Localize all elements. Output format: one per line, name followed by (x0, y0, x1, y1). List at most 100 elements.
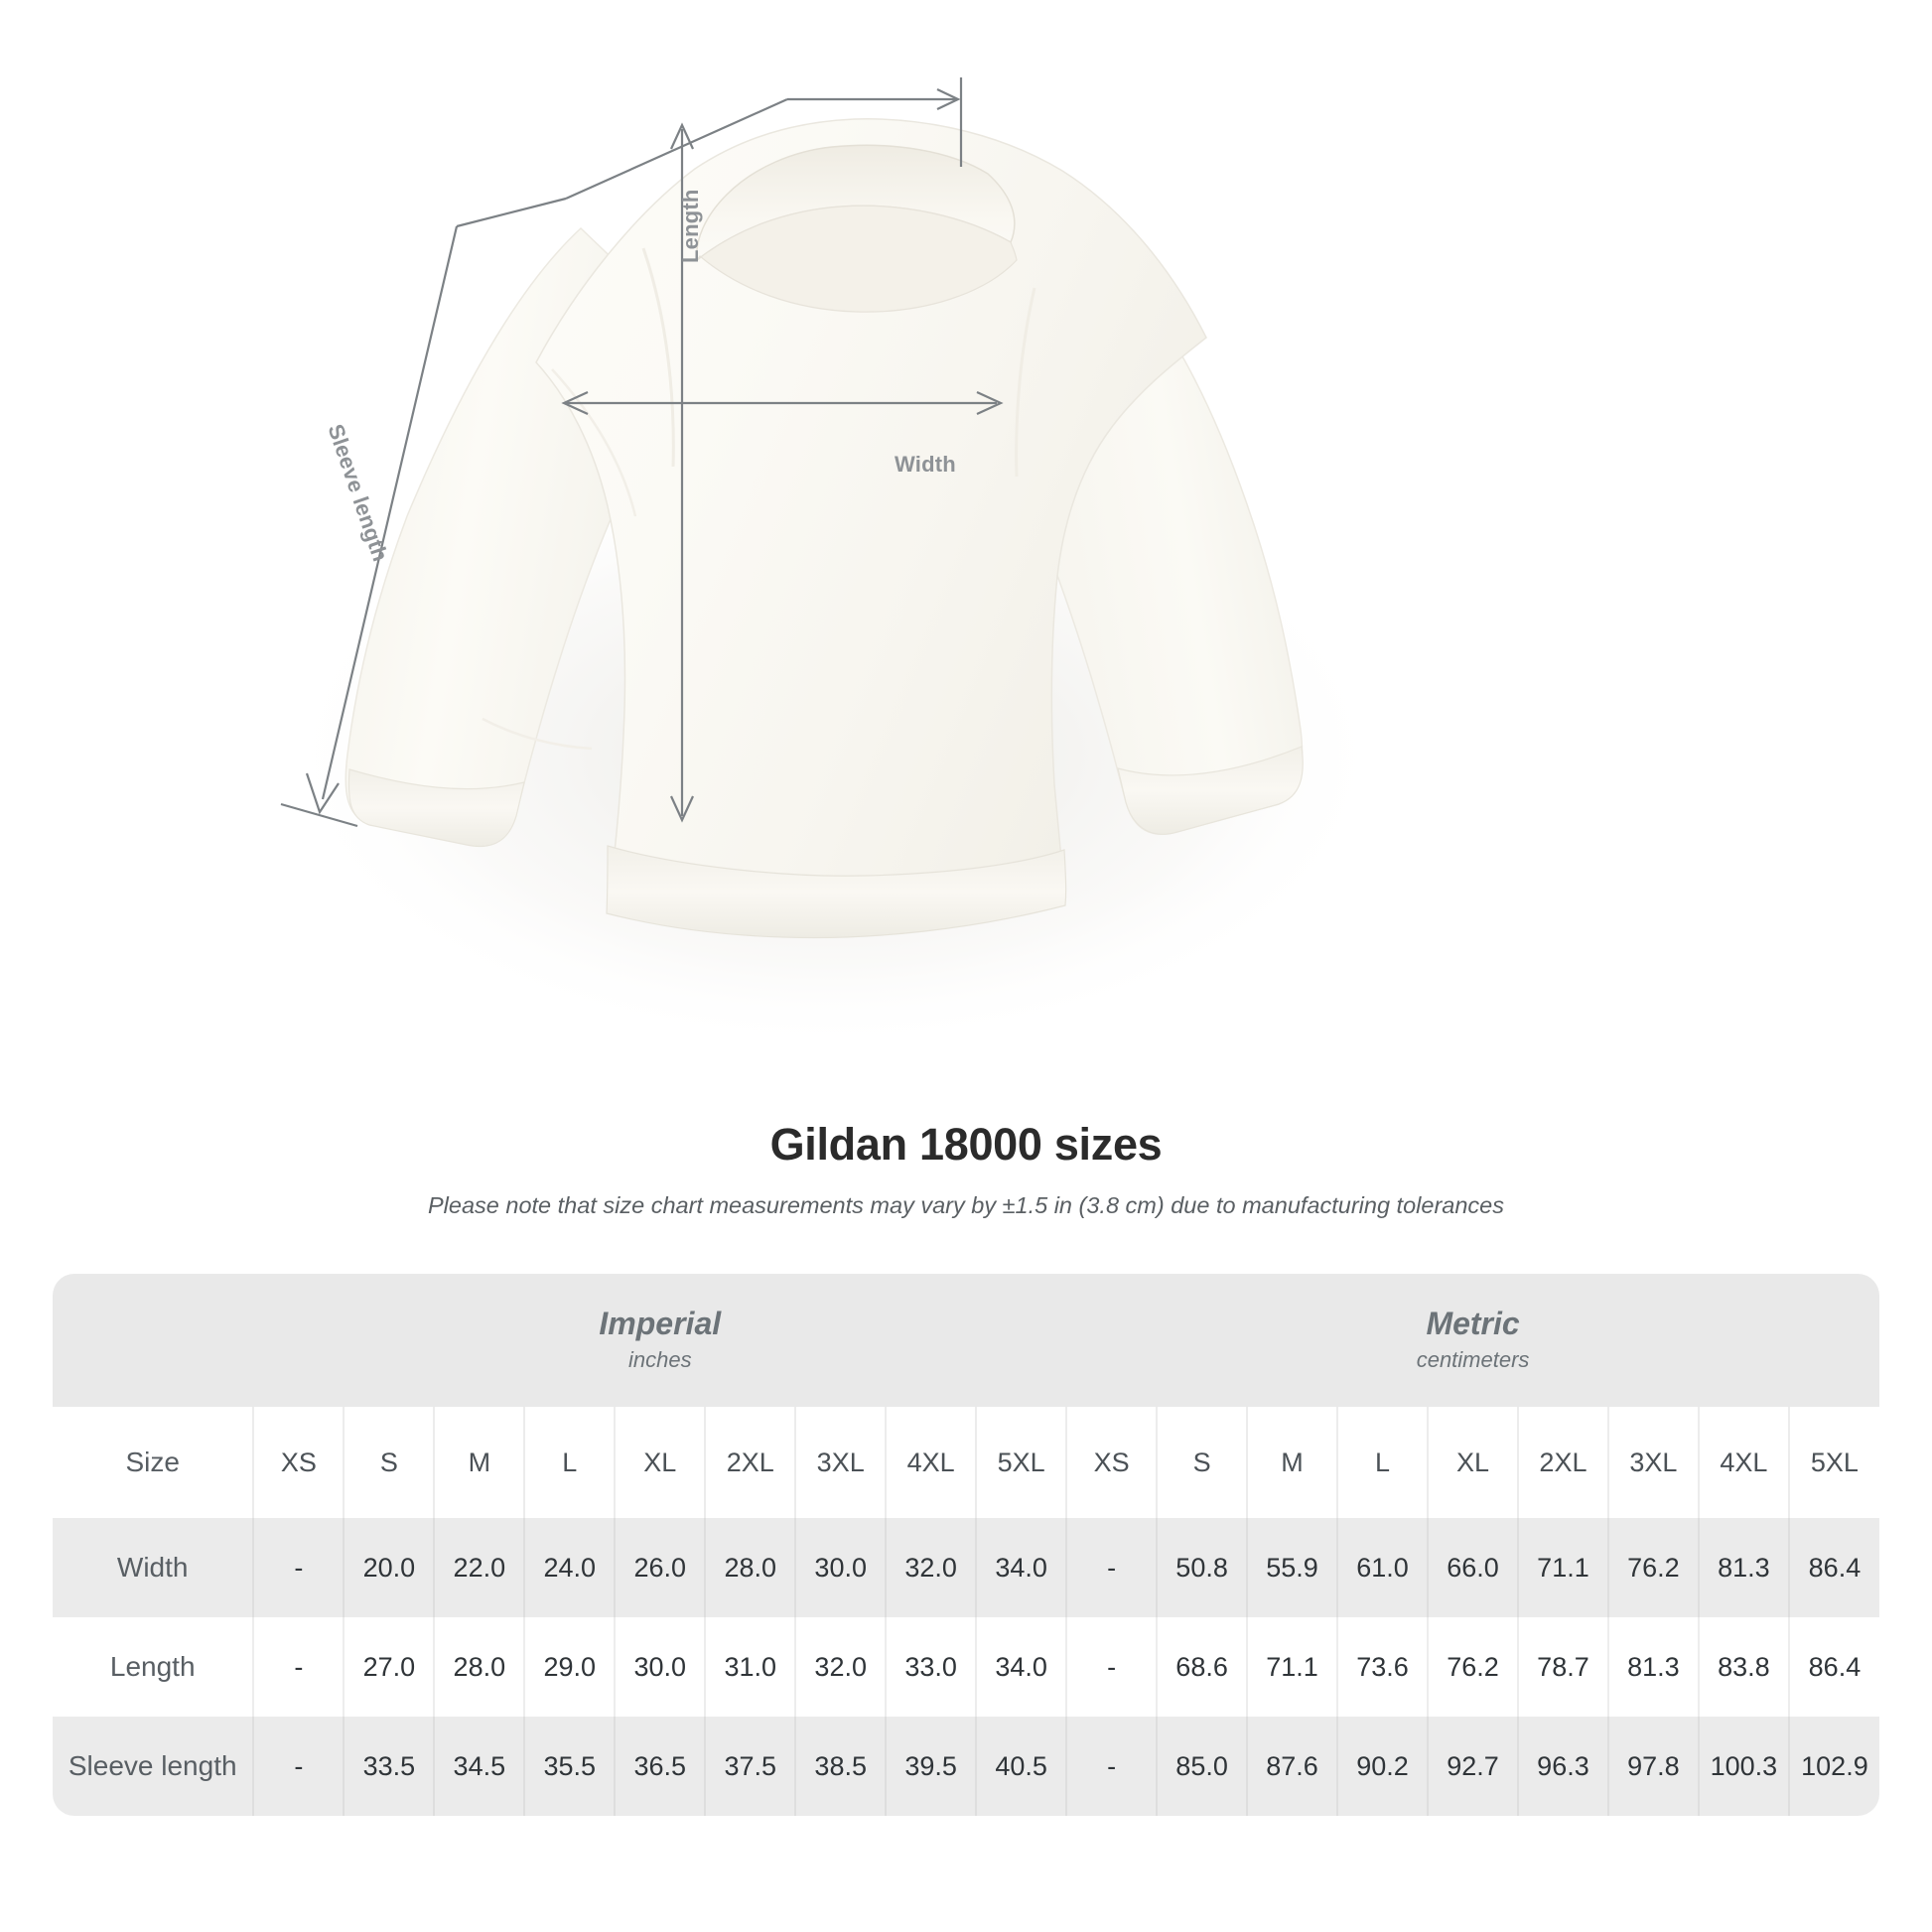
unit-group-name: Metric (1426, 1306, 1520, 1342)
measurement-cell: 96.3 (1516, 1717, 1608, 1816)
measurement-cell: 66.0 (1427, 1518, 1518, 1617)
size-chart-table-container: Imperial inches Metric centimeters Size XS S M L… (53, 1274, 1879, 1816)
measurement-cell: - (1065, 1717, 1158, 1816)
unit-banner-row: Imperial inches Metric centimeters (53, 1274, 1879, 1407)
sweatshirt-diagram (278, 77, 1390, 1052)
fold-line (641, 247, 675, 468)
measurement-cell: 87.6 (1246, 1717, 1338, 1816)
title-block: Gildan 18000 sizes Please note that size… (0, 1120, 1932, 1219)
cuff-tick (280, 802, 358, 828)
sleeve-guide-main (321, 225, 459, 800)
waistband-rib (606, 845, 1067, 939)
table-row: Width -20.0 22.0 24.0 26.0 28.0 30.0 32.0 34.0-5… (53, 1518, 1879, 1617)
measurement-cell: 20.0 (343, 1518, 435, 1617)
right-cuff (1117, 746, 1304, 835)
size-header-cell: L (523, 1407, 616, 1518)
size-header-cell: S (1156, 1407, 1248, 1518)
measurement-cell: - (1065, 1518, 1158, 1617)
measurement-cell: 30.0 (794, 1518, 887, 1617)
measurement-cell: - (1065, 1617, 1158, 1717)
measurement-cell: 55.9 (1246, 1518, 1338, 1617)
measurement-cell: 38.5 (794, 1717, 887, 1816)
measurement-cell: 29.0 (523, 1617, 616, 1717)
measurement-cell: - (252, 1617, 345, 1717)
measurement-cell: 34.0 (975, 1518, 1067, 1617)
size-header-cell: XS (252, 1407, 345, 1518)
measurement-cell: 100.3 (1697, 1717, 1789, 1816)
unit-group-imperial: Imperial inches (253, 1274, 1067, 1407)
measurement-cell: 68.6 (1156, 1617, 1248, 1717)
size-header-cell: 2XL (1516, 1407, 1608, 1518)
measurement-cell: - (252, 1717, 345, 1816)
row-label-sleeve-length: Sleeve length (53, 1717, 254, 1816)
size-header-cell: 3XL (1606, 1407, 1699, 1518)
measurement-cell: 32.0 (794, 1617, 887, 1717)
measurement-cell: 86.4 (1787, 1617, 1879, 1717)
measurement-cell: 26.0 (614, 1518, 706, 1617)
measurement-cell: 34.5 (433, 1717, 525, 1816)
tolerance-note: Please note that size chart measurements… (428, 1191, 1504, 1218)
measurement-cell: 102.9 (1787, 1717, 1879, 1816)
measurement-cell: 76.2 (1606, 1518, 1699, 1617)
size-header-cell: M (1246, 1407, 1338, 1518)
collar-inner (696, 205, 1018, 313)
size-chart-table: Imperial inches Metric centimeters Size XS S M L… (53, 1274, 1879, 1816)
measurement-cell: 31.0 (704, 1617, 796, 1717)
size-header-cell: XL (614, 1407, 706, 1518)
measurement-cell: 33.0 (885, 1617, 977, 1717)
table-row: Sleeve length -33.5 34.5 35.5 36.5 37.5 38.5 39… (53, 1717, 1879, 1816)
measurement-cell: 71.1 (1246, 1617, 1338, 1717)
arrowhead-right (976, 391, 1004, 415)
size-header-cell: M (433, 1407, 525, 1518)
arrowhead-up (670, 122, 694, 150)
measurement-cell: 27.0 (343, 1617, 435, 1717)
measurement-cell: 86.4 (1787, 1518, 1879, 1617)
measurement-cell: 22.0 (433, 1518, 525, 1617)
measurement-cell: 81.3 (1697, 1518, 1789, 1617)
measurement-cell: 39.5 (885, 1717, 977, 1816)
page-title: Gildan 18000 sizes (769, 1119, 1163, 1170)
length-measurement-label: Length (678, 189, 703, 263)
arrowhead-down-left (305, 772, 340, 815)
size-header-cell: 2XL (704, 1407, 796, 1518)
arrowhead-right (936, 88, 961, 110)
measurement-cell: 85.0 (1156, 1717, 1248, 1816)
size-header-cell: L (1336, 1407, 1428, 1518)
size-header-cell: XL (1427, 1407, 1518, 1518)
row-label-length: Length (53, 1617, 254, 1717)
measurement-cell: 76.2 (1427, 1617, 1518, 1717)
size-header-cell: S (343, 1407, 435, 1518)
size-header-cell: 4XL (1697, 1407, 1789, 1518)
size-header-cell: 5XL (975, 1407, 1067, 1518)
measurement-cell: 81.3 (1606, 1617, 1699, 1717)
unit-group-name: Imperial (599, 1306, 722, 1342)
size-column-header: Size (53, 1407, 254, 1518)
measurement-cell: 28.0 (433, 1617, 525, 1717)
measurement-cell: 34.0 (975, 1617, 1067, 1717)
measurement-cell: 32.0 (885, 1518, 977, 1617)
fold-line (1015, 287, 1036, 478)
unit-group-metric: Metric centimeters (1066, 1274, 1879, 1407)
width-measurement-label: Width (895, 452, 956, 477)
garment-illustration: Width Length Sleeve length (278, 77, 1390, 1052)
fold-line (482, 717, 593, 751)
measurement-cell: 78.7 (1516, 1617, 1608, 1717)
measurement-cell: 30.0 (614, 1617, 706, 1717)
size-header-cell: XS (1065, 1407, 1158, 1518)
unit-group-subtitle: centimeters (1416, 1347, 1530, 1373)
arrowhead-left (561, 391, 589, 415)
measurement-guides (280, 77, 1004, 828)
measurement-cell: 97.8 (1606, 1717, 1699, 1816)
measurement-cell: 40.5 (975, 1717, 1067, 1816)
size-header-row: Size XS S M L XL 2XL 3XL 4XL 5XL XS S M L XL 2XL 3XL 4XL 5… (53, 1407, 1879, 1518)
measurement-cell: 33.5 (343, 1717, 435, 1816)
measurement-cell: 61.0 (1336, 1518, 1428, 1617)
left-cuff (347, 768, 525, 848)
unit-banner-spacer (53, 1274, 254, 1407)
measurement-cell: 50.8 (1156, 1518, 1248, 1617)
size-header-cell: 5XL (1787, 1407, 1879, 1518)
fold-line (551, 368, 637, 517)
measurement-cell: 73.6 (1336, 1617, 1428, 1717)
sleeve-guide-upper (565, 97, 788, 201)
measurement-cell: 90.2 (1336, 1717, 1428, 1816)
